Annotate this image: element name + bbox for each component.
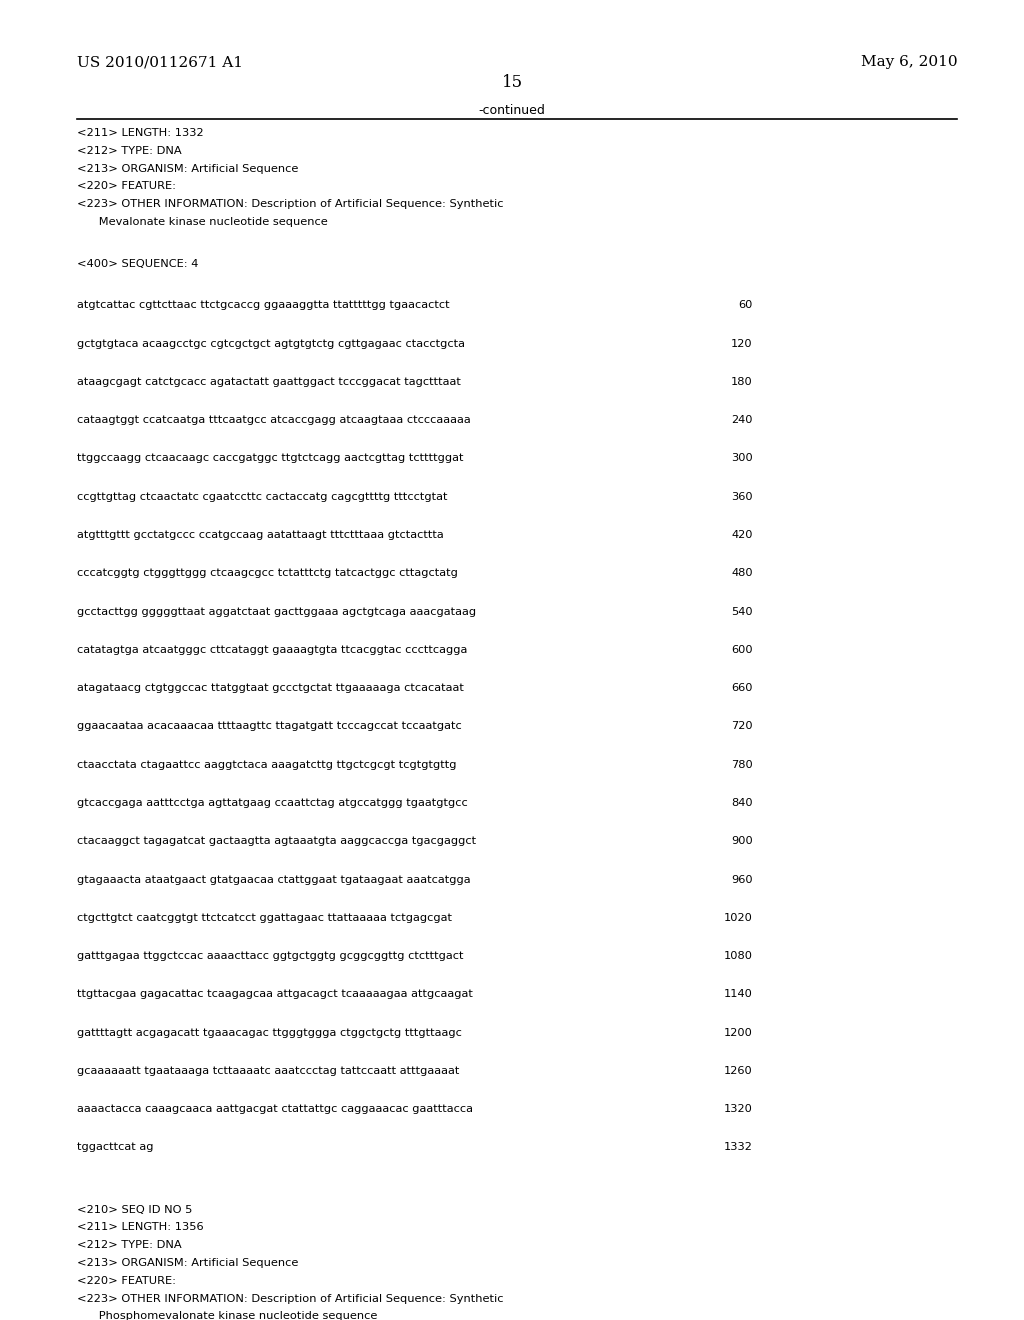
Text: 1020: 1020 bbox=[724, 913, 753, 923]
Text: <223> OTHER INFORMATION: Description of Artificial Sequence: Synthetic: <223> OTHER INFORMATION: Description of … bbox=[77, 1294, 504, 1304]
Text: gtcaccgaga aatttcctga agttatgaag ccaattctag atgccatggg tgaatgtgcc: gtcaccgaga aatttcctga agttatgaag ccaattc… bbox=[77, 797, 468, 808]
Text: ctacaaggct tagagatcat gactaagtta agtaaatgta aaggcaccga tgacgaggct: ctacaaggct tagagatcat gactaagtta agtaaat… bbox=[77, 837, 476, 846]
Text: ataagcgagt catctgcacc agatactatt gaattggact tcccggacat tagctttaat: ataagcgagt catctgcacc agatactatt gaattgg… bbox=[77, 376, 461, 387]
Text: <210> SEQ ID NO 5: <210> SEQ ID NO 5 bbox=[77, 1205, 193, 1214]
Text: <220> FEATURE:: <220> FEATURE: bbox=[77, 181, 176, 191]
Text: aaaactacca caaagcaaca aattgacgat ctattattgc caggaaacac gaatttacca: aaaactacca caaagcaaca aattgacgat ctattat… bbox=[77, 1105, 473, 1114]
Text: 180: 180 bbox=[731, 376, 753, 387]
Text: <213> ORGANISM: Artificial Sequence: <213> ORGANISM: Artificial Sequence bbox=[77, 164, 298, 174]
Text: <400> SEQUENCE: 4: <400> SEQUENCE: 4 bbox=[77, 259, 199, 269]
Text: 1140: 1140 bbox=[724, 990, 753, 999]
Text: <211> LENGTH: 1332: <211> LENGTH: 1332 bbox=[77, 128, 204, 139]
Text: ttggccaagg ctcaacaagc caccgatggc ttgtctcagg aactcgttag tcttttggat: ttggccaagg ctcaacaagc caccgatggc ttgtctc… bbox=[77, 453, 463, 463]
Text: gcctacttgg gggggttaat aggatctaat gacttggaaa agctgtcaga aaacgataag: gcctacttgg gggggttaat aggatctaat gacttgg… bbox=[77, 606, 476, 616]
Text: 720: 720 bbox=[731, 721, 753, 731]
Text: <213> ORGANISM: Artificial Sequence: <213> ORGANISM: Artificial Sequence bbox=[77, 1258, 298, 1269]
Text: 1080: 1080 bbox=[724, 952, 753, 961]
Text: ctgcttgtct caatcggtgt ttctcatcct ggattagaac ttattaaaaa tctgagcgat: ctgcttgtct caatcggtgt ttctcatcct ggattag… bbox=[77, 913, 452, 923]
Text: ggaacaataa acacaaacaa ttttaagttc ttagatgatt tcccagccat tccaatgatc: ggaacaataa acacaaacaa ttttaagttc ttagatg… bbox=[77, 721, 462, 731]
Text: 120: 120 bbox=[731, 338, 753, 348]
Text: 960: 960 bbox=[731, 875, 753, 884]
Text: 900: 900 bbox=[731, 837, 753, 846]
Text: US 2010/0112671 A1: US 2010/0112671 A1 bbox=[77, 55, 243, 70]
Text: 660: 660 bbox=[731, 682, 753, 693]
Text: tggacttcat ag: tggacttcat ag bbox=[77, 1143, 154, 1152]
Text: gcaaaaaatt tgaataaaga tcttaaaatc aaatccctag tattccaatt atttgaaaat: gcaaaaaatt tgaataaaga tcttaaaatc aaatccc… bbox=[77, 1067, 459, 1076]
Text: <223> OTHER INFORMATION: Description of Artificial Sequence: Synthetic: <223> OTHER INFORMATION: Description of … bbox=[77, 199, 504, 210]
Text: 300: 300 bbox=[731, 453, 753, 463]
Text: ccgttgttag ctcaactatc cgaatccttc cactaccatg cagcgttttg tttcctgtat: ccgttgttag ctcaactatc cgaatccttc cactacc… bbox=[77, 491, 447, 502]
Text: 1200: 1200 bbox=[724, 1028, 753, 1038]
Text: 360: 360 bbox=[731, 491, 753, 502]
Text: -continued: -continued bbox=[478, 104, 546, 117]
Text: atagataacg ctgtggccac ttatggtaat gccctgctat ttgaaaaaga ctcacataat: atagataacg ctgtggccac ttatggtaat gccctgc… bbox=[77, 682, 464, 693]
Text: ttgttacgaa gagacattac tcaagagcaa attgacagct tcaaaaagaa attgcaagat: ttgttacgaa gagacattac tcaagagcaa attgaca… bbox=[77, 990, 473, 999]
Text: May 6, 2010: May 6, 2010 bbox=[861, 55, 957, 70]
Text: <220> FEATURE:: <220> FEATURE: bbox=[77, 1276, 176, 1286]
Text: catatagtga atcaatgggc cttcataggt gaaaagtgta ttcacggtac cccttcagga: catatagtga atcaatgggc cttcataggt gaaaagt… bbox=[77, 644, 467, 655]
Text: 840: 840 bbox=[731, 797, 753, 808]
Text: Phosphomevalonate kinase nucleotide sequence: Phosphomevalonate kinase nucleotide sequ… bbox=[77, 1312, 377, 1320]
Text: ctaacctata ctagaattcc aaggtctaca aaagatcttg ttgctcgcgt tcgtgtgttg: ctaacctata ctagaattcc aaggtctaca aaagatc… bbox=[77, 759, 457, 770]
Text: cccatcggtg ctgggttggg ctcaagcgcc tctatttctg tatcactggc cttagctatg: cccatcggtg ctgggttggg ctcaagcgcc tctattt… bbox=[77, 568, 458, 578]
Text: gtagaaacta ataatgaact gtatgaacaa ctattggaat tgataagaat aaatcatgga: gtagaaacta ataatgaact gtatgaacaa ctattgg… bbox=[77, 875, 470, 884]
Text: 60: 60 bbox=[738, 300, 753, 310]
Text: 540: 540 bbox=[731, 606, 753, 616]
Text: atgtcattac cgttcttaac ttctgcaccg ggaaaggtta ttatttttgg tgaacactct: atgtcattac cgttcttaac ttctgcaccg ggaaagg… bbox=[77, 300, 450, 310]
Text: <211> LENGTH: 1356: <211> LENGTH: 1356 bbox=[77, 1222, 204, 1233]
Text: 240: 240 bbox=[731, 414, 753, 425]
Text: <212> TYPE: DNA: <212> TYPE: DNA bbox=[77, 145, 181, 156]
Text: cataagtggt ccatcaatga tttcaatgcc atcaccgagg atcaagtaaa ctcccaaaaa: cataagtggt ccatcaatga tttcaatgcc atcaccg… bbox=[77, 414, 471, 425]
Text: 1260: 1260 bbox=[724, 1067, 753, 1076]
Text: 1332: 1332 bbox=[724, 1143, 753, 1152]
Text: 15: 15 bbox=[502, 74, 522, 91]
Text: <212> TYPE: DNA: <212> TYPE: DNA bbox=[77, 1241, 181, 1250]
Text: gctgtgtaca acaagcctgc cgtcgctgct agtgtgtctg cgttgagaac ctacctgcta: gctgtgtaca acaagcctgc cgtcgctgct agtgtgt… bbox=[77, 338, 465, 348]
Text: 480: 480 bbox=[731, 568, 753, 578]
Text: gatttgagaa ttggctccac aaaacttacc ggtgctggtg gcggcggttg ctctttgact: gatttgagaa ttggctccac aaaacttacc ggtgctg… bbox=[77, 952, 463, 961]
Text: 420: 420 bbox=[731, 529, 753, 540]
Text: gattttagtt acgagacatt tgaaacagac ttgggtggga ctggctgctg tttgttaagc: gattttagtt acgagacatt tgaaacagac ttgggtg… bbox=[77, 1028, 462, 1038]
Text: 600: 600 bbox=[731, 644, 753, 655]
Text: atgtttgttt gcctatgccc ccatgccaag aatattaagt tttctttaaa gtctacttta: atgtttgttt gcctatgccc ccatgccaag aatatta… bbox=[77, 529, 443, 540]
Text: 780: 780 bbox=[731, 759, 753, 770]
Text: 1320: 1320 bbox=[724, 1105, 753, 1114]
Text: Mevalonate kinase nucleotide sequence: Mevalonate kinase nucleotide sequence bbox=[77, 216, 328, 227]
